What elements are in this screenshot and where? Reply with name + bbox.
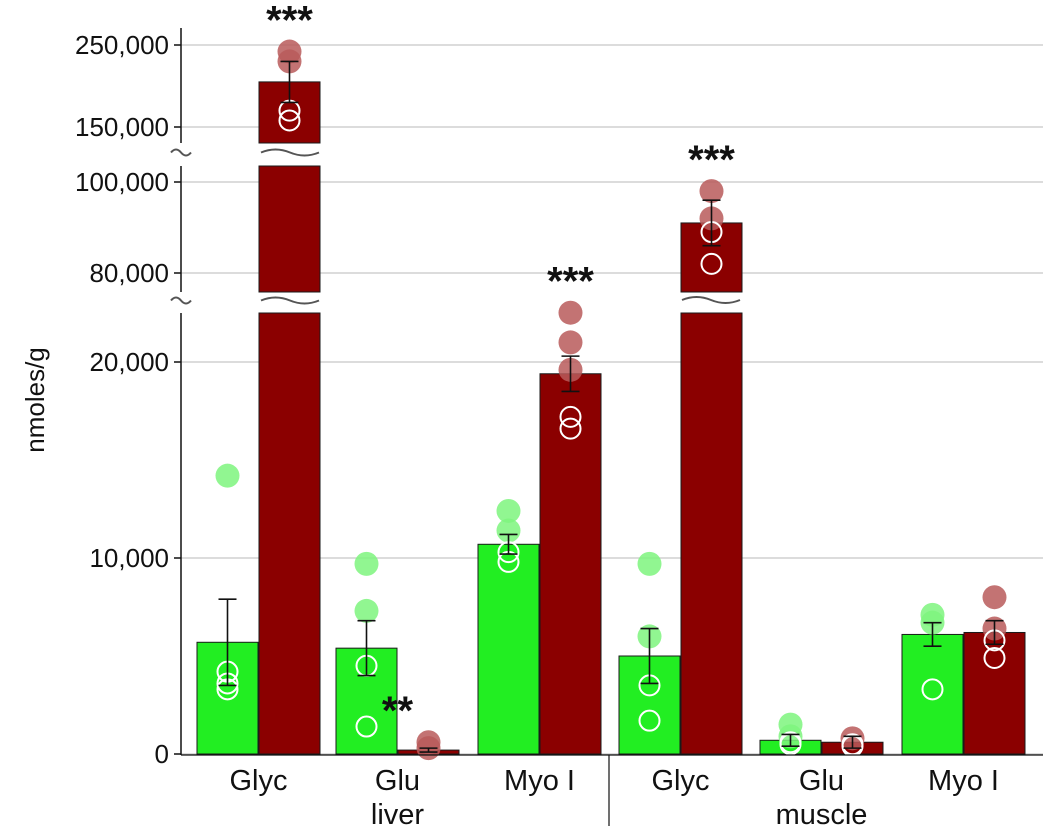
data-point bbox=[637, 551, 662, 576]
bar bbox=[477, 543, 540, 755]
gridlines bbox=[181, 44, 1043, 755]
x-tick-label: Glu bbox=[799, 765, 844, 797]
x-tick-label: Glyc bbox=[230, 765, 288, 797]
y-tick-label: 100,000 bbox=[75, 167, 169, 197]
data-point bbox=[278, 109, 301, 132]
x-tick-label: Myo I bbox=[928, 765, 999, 797]
data-point bbox=[699, 179, 724, 204]
data-point bbox=[921, 678, 944, 701]
y-tick-label: 0 bbox=[155, 739, 169, 769]
data-point bbox=[355, 715, 378, 738]
data-point bbox=[700, 252, 723, 275]
data-point bbox=[982, 585, 1007, 610]
y-tick-label: 80,000 bbox=[89, 258, 169, 288]
bar bbox=[680, 312, 743, 755]
data-point bbox=[559, 405, 582, 428]
y-axis-label: nmoles/g bbox=[20, 347, 50, 453]
x-tick-label: Myo I bbox=[504, 765, 575, 797]
data-point bbox=[983, 646, 1006, 669]
data-point bbox=[354, 551, 379, 576]
x-tick-label: Glu bbox=[375, 765, 420, 797]
data-point bbox=[496, 498, 521, 523]
bar bbox=[901, 633, 964, 755]
bars bbox=[196, 81, 1026, 755]
y-tick-label: 250,000 bbox=[75, 30, 169, 60]
data-point bbox=[558, 300, 583, 325]
significance-marker: *** bbox=[547, 260, 594, 304]
significance-marker: *** bbox=[688, 138, 735, 182]
x-tick-label: Glyc bbox=[652, 765, 710, 797]
break-mark bbox=[260, 148, 320, 157]
group-label: liver bbox=[371, 799, 425, 831]
data-points bbox=[215, 39, 1007, 761]
break-mark bbox=[260, 296, 320, 305]
data-point bbox=[559, 417, 582, 440]
data-point bbox=[638, 709, 661, 732]
bar bbox=[539, 373, 602, 755]
break-mark bbox=[681, 296, 741, 304]
significance-marker: *** bbox=[266, 0, 313, 43]
y-tick-label: 20,000 bbox=[89, 347, 169, 377]
y-tick-label: 150,000 bbox=[75, 112, 169, 142]
y-tick-label: 10,000 bbox=[89, 543, 169, 573]
data-point bbox=[558, 330, 583, 355]
bar bbox=[258, 165, 321, 293]
y-axis bbox=[170, 28, 1043, 826]
labels: 0 10,000 20,000 80,000 100,000 150,000 250,000… bbox=[75, 0, 999, 831]
bar bbox=[258, 312, 321, 755]
axis-break-mark bbox=[170, 148, 192, 157]
data-point bbox=[215, 463, 240, 488]
significance-marker: ** bbox=[382, 689, 414, 733]
group-label: muscle bbox=[776, 799, 868, 831]
data-point bbox=[354, 598, 379, 623]
data-point bbox=[496, 518, 521, 543]
axis-break-mark bbox=[170, 296, 192, 305]
